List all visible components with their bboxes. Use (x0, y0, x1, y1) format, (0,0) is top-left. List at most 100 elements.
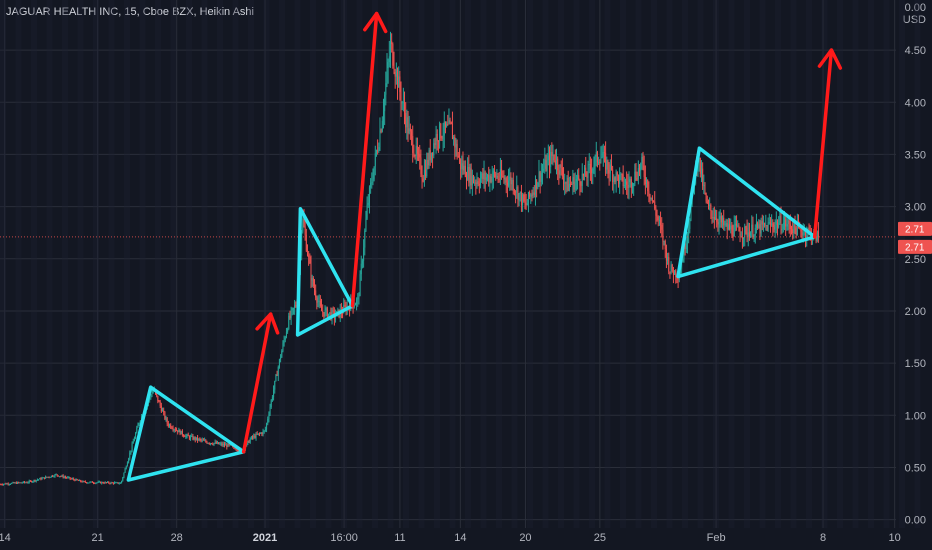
candle-body (222, 443, 224, 446)
candle-body (439, 123, 441, 141)
candle-body (45, 476, 47, 479)
candle-body (174, 429, 176, 431)
candle-body (254, 435, 256, 438)
candle-body (474, 182, 476, 184)
candle-body (715, 218, 717, 220)
candle-body (7, 483, 9, 485)
candle-body (478, 184, 480, 186)
candle-body (171, 427, 173, 429)
candle-body (190, 436, 192, 439)
candle-body (80, 480, 82, 482)
candle-body (328, 313, 330, 318)
session-band (124, 0, 130, 528)
session-band (15, 0, 22, 528)
candle-body (758, 224, 760, 229)
candle-body (564, 182, 566, 184)
candle-body (646, 179, 648, 184)
candle-body (640, 163, 642, 171)
candle-body (699, 157, 701, 174)
candle-body (591, 169, 593, 174)
candle-body (115, 482, 117, 484)
candle-body (726, 222, 728, 230)
candle-body (103, 483, 105, 485)
candle-body (643, 165, 645, 177)
candle-body (234, 447, 236, 450)
session-band (573, 0, 580, 528)
candle-body (612, 169, 614, 183)
candle-body (33, 480, 35, 482)
candle-body (59, 476, 61, 478)
candle-body (46, 476, 48, 478)
candle-body (783, 219, 785, 223)
candle-body (342, 312, 344, 314)
session-band (806, 0, 812, 528)
candle-body (475, 182, 477, 184)
candle-body (357, 297, 359, 300)
candle-body (675, 270, 677, 278)
candle-body (662, 229, 664, 242)
candle-body (179, 429, 181, 435)
candle-body (509, 176, 511, 181)
candle-body (506, 182, 508, 186)
candle-body (183, 434, 185, 437)
candle-body (200, 439, 202, 441)
candle-body (572, 177, 574, 185)
session-band (372, 0, 378, 528)
candle-body (306, 250, 308, 256)
candle-body (359, 274, 361, 297)
candle-body (557, 158, 559, 171)
candle-body (608, 169, 610, 174)
candle-body (602, 152, 604, 158)
candle-body (41, 478, 43, 480)
session-band (279, 0, 285, 528)
candle-body (282, 343, 284, 351)
candle-body (163, 410, 165, 413)
candle-body (26, 482, 28, 484)
candle-body (540, 172, 542, 182)
candle-body (641, 156, 643, 164)
candle-body (548, 155, 550, 167)
session-band (480, 0, 487, 528)
candle-body (426, 159, 428, 177)
candle-body (313, 286, 315, 291)
candle-body (571, 183, 573, 185)
candle-body (76, 479, 78, 481)
candle-body (416, 145, 418, 154)
candle-body (574, 181, 576, 190)
session-band (697, 0, 704, 528)
candle-body (517, 186, 519, 201)
candle-body (22, 481, 24, 483)
candle-body (621, 173, 623, 175)
candle-body (197, 437, 199, 441)
candle-body (677, 277, 679, 280)
candle-body (378, 147, 380, 151)
candle-body (261, 432, 263, 435)
candle-body (473, 175, 475, 183)
candle-body (421, 173, 423, 179)
candle-body (260, 432, 262, 434)
candle-body (368, 187, 370, 203)
candle-body (585, 167, 587, 177)
candle-body (672, 271, 674, 275)
candle-body (290, 310, 292, 318)
candle-body (107, 481, 109, 483)
candle-body (684, 243, 686, 250)
candle-body (639, 168, 641, 171)
candle-body (428, 150, 430, 166)
candle-body (193, 437, 195, 440)
candle-body (12, 482, 14, 484)
candle-body (36, 479, 38, 481)
candle-body (256, 433, 258, 435)
candle-body (775, 221, 777, 225)
candle-body (130, 450, 132, 453)
candle-body (19, 482, 21, 484)
session-band (93, 0, 99, 528)
candle-body (344, 305, 346, 307)
candle-body (436, 133, 438, 141)
candle-body (561, 167, 563, 177)
candle-body (253, 435, 255, 438)
candle-body (318, 300, 320, 302)
candle-body (117, 482, 119, 484)
candle-body (660, 219, 662, 225)
